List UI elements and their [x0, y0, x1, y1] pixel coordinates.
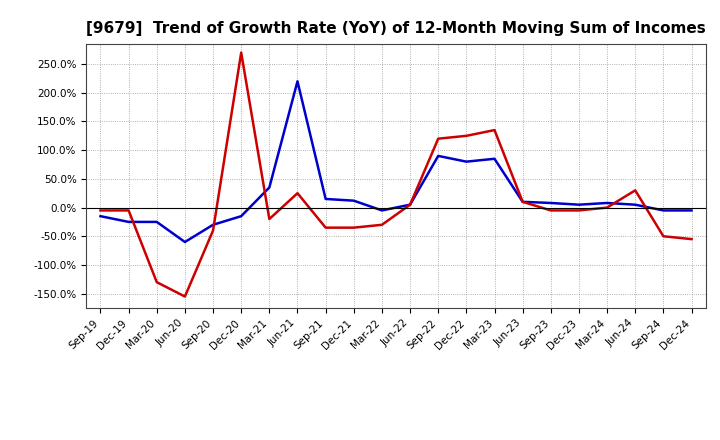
Ordinary Income Growth Rate: [265, 185, 274, 190]
Net Income Growth Rate: [181, 294, 189, 299]
Ordinary Income Growth Rate: [434, 153, 443, 158]
Line: Ordinary Income Growth Rate: Ordinary Income Growth Rate: [101, 81, 691, 242]
Ordinary Income Growth Rate: [462, 159, 471, 164]
Line: Net Income Growth Rate: Net Income Growth Rate: [101, 53, 691, 297]
Net Income Growth Rate: [434, 136, 443, 141]
Net Income Growth Rate: [462, 133, 471, 139]
Ordinary Income Growth Rate: [659, 208, 667, 213]
Ordinary Income Growth Rate: [377, 208, 386, 213]
Ordinary Income Growth Rate: [321, 196, 330, 202]
Net Income Growth Rate: [349, 225, 358, 230]
Ordinary Income Growth Rate: [96, 213, 105, 219]
Net Income Growth Rate: [321, 225, 330, 230]
Ordinary Income Growth Rate: [490, 156, 499, 161]
Net Income Growth Rate: [153, 279, 161, 285]
Net Income Growth Rate: [518, 199, 527, 205]
Net Income Growth Rate: [575, 208, 583, 213]
Net Income Growth Rate: [603, 205, 611, 210]
Ordinary Income Growth Rate: [125, 219, 133, 224]
Ordinary Income Growth Rate: [349, 198, 358, 203]
Ordinary Income Growth Rate: [631, 202, 639, 207]
Ordinary Income Growth Rate: [518, 199, 527, 205]
Net Income Growth Rate: [631, 188, 639, 193]
Net Income Growth Rate: [490, 128, 499, 133]
Net Income Growth Rate: [237, 50, 246, 55]
Ordinary Income Growth Rate: [687, 208, 696, 213]
Ordinary Income Growth Rate: [546, 200, 555, 205]
Ordinary Income Growth Rate: [575, 202, 583, 207]
Net Income Growth Rate: [293, 191, 302, 196]
Ordinary Income Growth Rate: [153, 219, 161, 224]
Net Income Growth Rate: [659, 234, 667, 239]
Net Income Growth Rate: [265, 216, 274, 222]
Net Income Growth Rate: [209, 228, 217, 233]
Net Income Growth Rate: [377, 222, 386, 227]
Ordinary Income Growth Rate: [237, 213, 246, 219]
Net Income Growth Rate: [687, 236, 696, 242]
Net Income Growth Rate: [546, 208, 555, 213]
Ordinary Income Growth Rate: [603, 200, 611, 205]
Ordinary Income Growth Rate: [406, 202, 415, 207]
Net Income Growth Rate: [125, 208, 133, 213]
Ordinary Income Growth Rate: [293, 79, 302, 84]
Ordinary Income Growth Rate: [209, 222, 217, 227]
Title: [9679]  Trend of Growth Rate (YoY) of 12-Month Moving Sum of Incomes: [9679] Trend of Growth Rate (YoY) of 12-…: [86, 21, 706, 36]
Net Income Growth Rate: [96, 208, 105, 213]
Net Income Growth Rate: [406, 202, 415, 207]
Ordinary Income Growth Rate: [181, 239, 189, 245]
